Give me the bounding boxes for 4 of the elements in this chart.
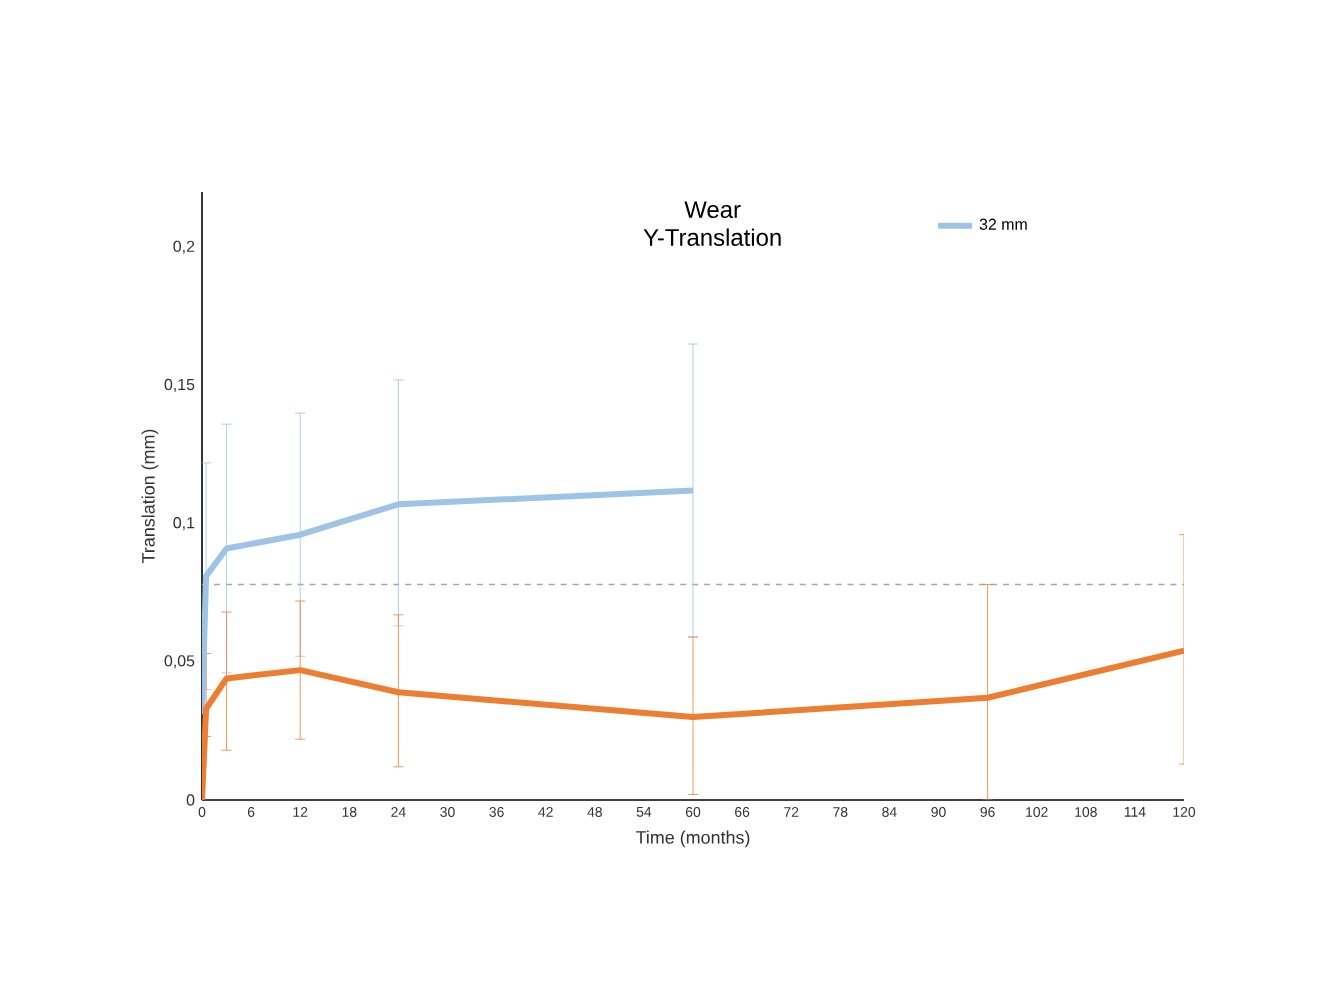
chart-title: Wear — [684, 201, 741, 219]
text: Y-Translation — [643, 228, 781, 246]
x-axis-title: Time (months) — [635, 830, 750, 848]
y-axis-title: Translation (mm) — [141, 429, 159, 564]
